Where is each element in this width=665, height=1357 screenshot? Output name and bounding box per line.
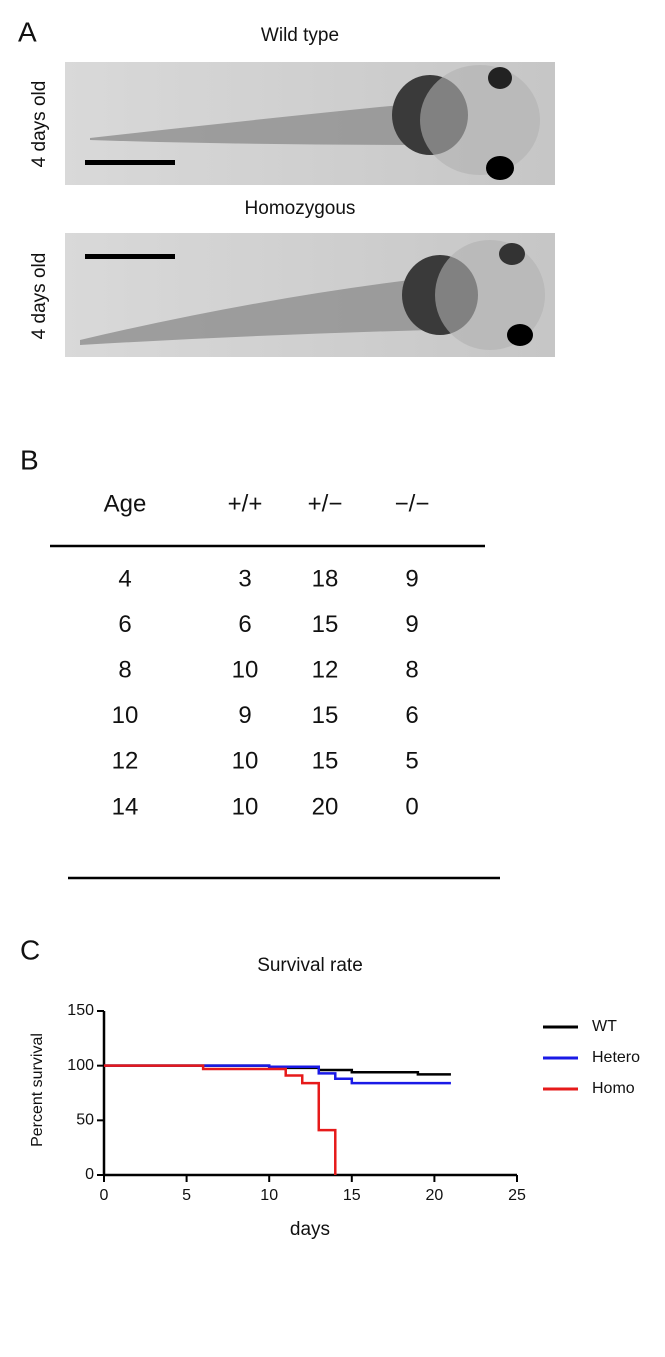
table-cell: 0 [405,793,418,820]
table-cell: 5 [405,748,418,775]
chart: 0 50 100 150 0 5 10 15 20 25 WT Hetero Homo [67,1002,640,1204]
legend-label: Hetero [592,1049,640,1066]
table-cell: 15 [312,702,339,729]
legend-label: WT [592,1018,617,1035]
table-cell: 6 [405,702,418,729]
y-tick-label: 0 [85,1166,94,1183]
panel-label: C [20,934,40,965]
table: Age +/+ +/− −/− 4 3 18 9 6 6 15 9 8 10 12 8 10 9 15 6 12 10 15… [104,490,430,820]
x-tick-label: 15 [343,1187,361,1204]
survival-line [104,1066,335,1175]
table-cell: 10 [112,702,139,729]
image-title: Homozygous [245,198,356,219]
y-tick-label: 150 [67,1002,94,1019]
table-cell: 14 [112,793,139,820]
image-title: Wild type [261,25,339,46]
x-tick-label: 25 [508,1187,526,1204]
table-header: Age [104,490,147,517]
table-cell: 6 [238,611,251,638]
table-cell: 15 [312,748,339,775]
table-cell: 8 [405,657,418,684]
legend-label: Homo [592,1080,635,1097]
table-cell: 12 [112,748,139,775]
image-side-label: 4 days old [29,81,50,168]
chart-title: Survival rate [257,955,363,976]
table-cell: 15 [312,611,339,638]
x-axis-label: days [290,1219,330,1240]
table-cell: 3 [238,565,251,592]
table-cell: 12 [312,657,339,684]
table-cell: 10 [232,793,259,820]
x-tick-label: 0 [100,1187,109,1204]
y-axis-label: Percent survival [29,1033,46,1147]
table-cell: 9 [405,565,418,592]
table-cell: 9 [405,611,418,638]
table-cell: 4 [118,565,131,592]
y-tick-label: 100 [67,1057,94,1074]
figure: A Wild type 4 days old Homozygous 4 days… [0,0,665,1357]
table-header: +/− [308,490,343,517]
table-cell: 10 [232,657,259,684]
micrograph [65,62,555,185]
panel-label: A [18,16,37,47]
x-tick-label: 20 [426,1187,444,1204]
page: {"panel_a": {"label": "A", "top_title": … [0,0,665,1357]
table-cell: 18 [312,565,339,592]
table-cell: 6 [118,611,131,638]
panel-label: B [20,444,39,475]
table-header: +/+ [228,490,263,517]
table-cell: 9 [238,702,251,729]
table-cell: 10 [232,748,259,775]
micrograph [65,233,555,357]
x-tick-label: 10 [260,1187,278,1204]
image-side-label: 4 days old [29,253,50,340]
y-tick-label: 50 [76,1112,94,1129]
table-header: −/− [395,490,430,517]
table-cell: 8 [118,657,131,684]
x-tick-label: 5 [182,1187,191,1204]
table-cell: 20 [312,793,339,820]
